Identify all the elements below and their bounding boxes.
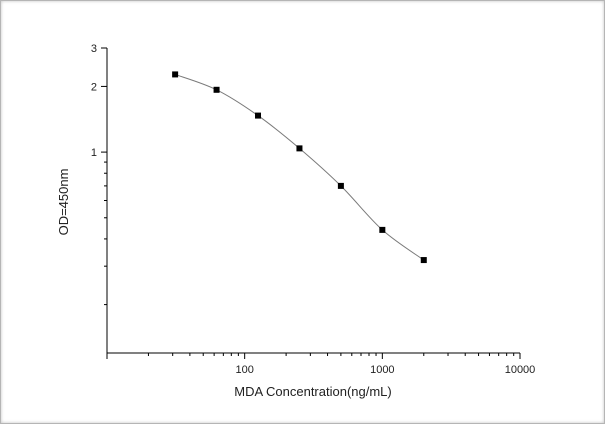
fit-curve [174, 73, 425, 261]
y-ticks: 1 2 3 [91, 43, 107, 306]
y-tick-label: 1 [91, 147, 97, 159]
data-point [379, 226, 386, 233]
axes [106, 48, 520, 354]
y-axis-title: OD=450nm [56, 169, 71, 236]
data-point [255, 112, 262, 119]
y-tick-label: 3 [91, 43, 97, 55]
x-ticks: 100 1000 10000 [106, 353, 536, 376]
x-tick-label: 10000 [505, 364, 536, 376]
data-point [296, 145, 303, 152]
data-point [337, 182, 344, 189]
x-tick-label: 1000 [370, 364, 394, 376]
data-point [213, 86, 220, 93]
data-point [420, 257, 427, 264]
x-axis-title: MDA Concentration(ng/mL) [234, 384, 392, 399]
data-points [172, 71, 427, 264]
x-tick-label: 100 [235, 364, 253, 376]
y-tick-label: 2 [91, 81, 97, 93]
data-point [172, 71, 179, 78]
